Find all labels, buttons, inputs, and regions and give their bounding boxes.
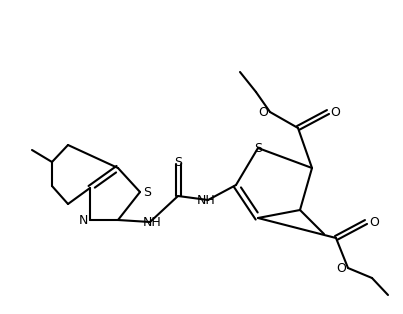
Text: N: N (78, 214, 88, 226)
Text: O: O (336, 262, 346, 274)
Text: O: O (258, 106, 268, 118)
Text: S: S (254, 142, 262, 154)
Text: S: S (174, 155, 182, 169)
Text: NH: NH (197, 193, 215, 207)
Text: O: O (369, 215, 379, 229)
Text: O: O (330, 106, 340, 118)
Text: NH: NH (143, 215, 161, 229)
Text: S: S (143, 186, 151, 198)
